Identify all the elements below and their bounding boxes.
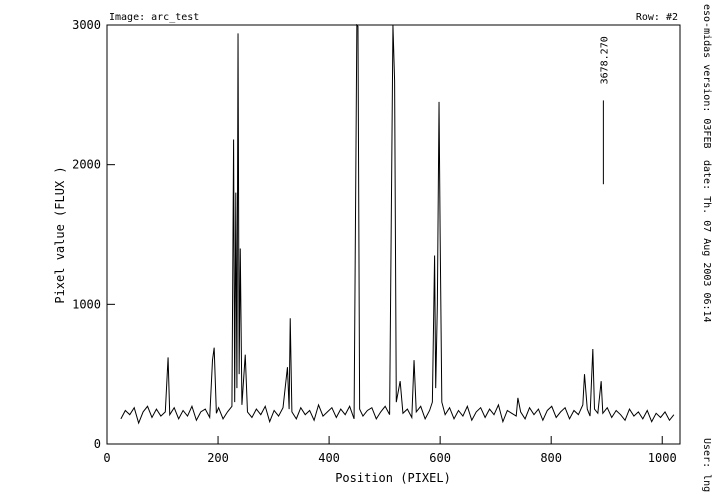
spectrum-line	[120, 24, 675, 425]
plot-frame	[106, 24, 681, 445]
annotation-label: 3678.270	[599, 36, 610, 84]
x-tick-label: 200	[207, 451, 229, 465]
x-tick-label: 0	[103, 451, 110, 465]
y-axis-label: Pixel value (FLUX )	[53, 166, 67, 303]
x-tick-label: 600	[429, 451, 451, 465]
x-tick-label: 400	[318, 451, 340, 465]
side-text: date: Th. 07 Aug 2003 06:14	[701, 160, 712, 323]
x-tick-label: 800	[540, 451, 562, 465]
x-axis-label: Position (PIXEL)	[335, 471, 451, 485]
header-right: Row: #2	[636, 12, 678, 23]
y-tick-label: 2000	[72, 158, 101, 172]
y-tick-label: 3000	[72, 18, 101, 32]
y-tick-label: 0	[94, 437, 101, 451]
y-tick-label: 1000	[72, 297, 101, 311]
side-text: eso-midas version: 03FEB	[701, 4, 712, 149]
x-tick-label: 1000	[648, 451, 677, 465]
header-left: Image: arc_test	[109, 12, 199, 23]
side-text: User: lng	[701, 438, 712, 492]
